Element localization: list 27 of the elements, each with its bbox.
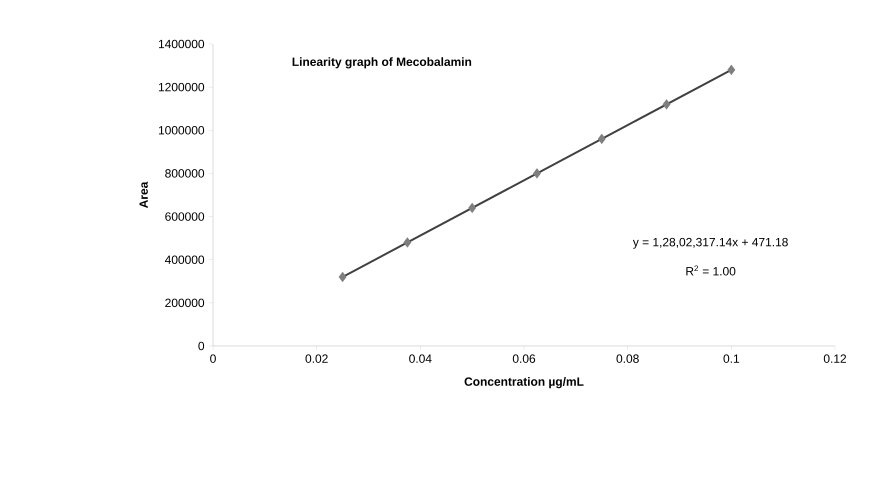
y-tick-label: 1000000	[158, 126, 204, 134]
point	[598, 134, 606, 144]
x-axis-title: Concentration µg/mL	[464, 377, 584, 388]
y-tick-label: 1200000	[158, 82, 204, 92]
y-tick-label: 600000	[165, 212, 204, 221]
point	[403, 237, 412, 248]
annotation: R$^{2}$ = 1.00	[686, 265, 736, 276]
x-tick-label: 0.04	[409, 354, 432, 363]
x-tick-label: 0	[210, 354, 216, 363]
x-tick-label: 0.08	[616, 354, 639, 363]
y-axis-title: Area	[140, 182, 148, 208]
x-tick-label: 0.06	[512, 354, 536, 363]
x-tick-label: 0.1	[724, 354, 740, 363]
point	[727, 64, 736, 76]
y-tick-label: 800000	[165, 169, 204, 178]
point	[468, 202, 476, 214]
annotation: y = 1,28,02,317.14x + 471.18	[632, 238, 788, 249]
y-tick-label: 200000	[165, 298, 204, 308]
point	[533, 168, 541, 179]
x-tick-label: 0.12	[824, 354, 846, 363]
y-tick-label: 1400000	[158, 40, 204, 48]
x-tick-label: 0.02	[306, 354, 328, 363]
point	[662, 99, 670, 110]
y-tick-label: 0	[198, 342, 204, 350]
point	[338, 272, 347, 282]
y-tick-label: 400000	[164, 255, 204, 264]
text: Linearity graph of Mecobalamin	[292, 57, 472, 68]
